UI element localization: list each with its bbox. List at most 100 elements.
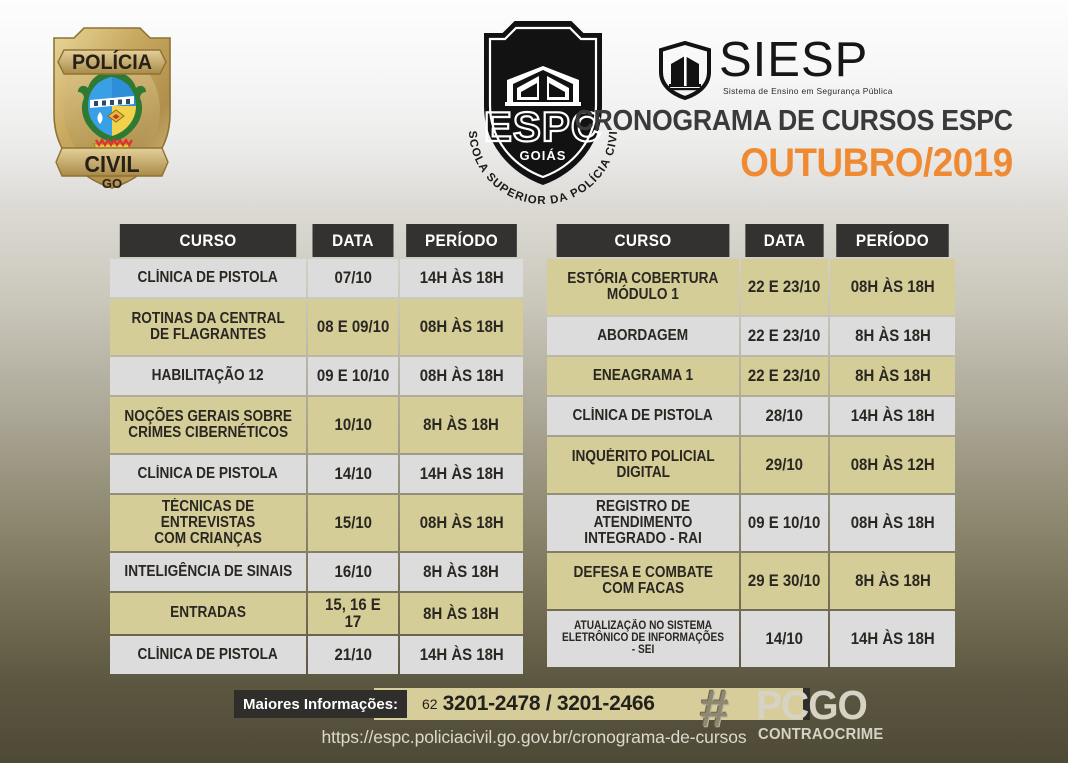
- contraocrime-tagline: CONTRAOCRIME: [758, 726, 884, 743]
- cell-period: 8H ÀS 18H: [830, 553, 955, 609]
- cell-period: 8H ÀS 18H: [830, 317, 955, 355]
- svg-text:POLÍCIA: POLÍCIA: [72, 50, 152, 74]
- cell-date: 14/10: [741, 611, 829, 667]
- cell-period: 14H ÀS 18H: [399, 635, 523, 674]
- page-title: CRONOGRAMA DE CURSOS ESPC: [574, 105, 1013, 137]
- phone-number-list: 3201-2478 / 3201-2466: [442, 692, 655, 715]
- cell-course-text: CLÍNICA DE PISTOLA: [137, 269, 279, 287]
- cell-date-text: 15, 16 E 17: [325, 595, 381, 632]
- cell-period: 14H ÀS 18H: [830, 397, 955, 435]
- cell-course-text: REGISTRO DE ATENDIMENTO INTEGRADO - RAI: [584, 498, 702, 547]
- cell-date: 09 E 10/10: [741, 495, 829, 551]
- cell-period: 08H ÀS 18H: [399, 495, 523, 551]
- cell-period-text: 08H ÀS 18H: [419, 317, 504, 337]
- cell-course: ENTRADAS: [110, 593, 307, 634]
- table-row: INTELIGÊNCIA DE SINAIS 16/10 8H ÀS 18H: [110, 553, 523, 591]
- cell-period: 14H ÀS 18H: [399, 259, 523, 297]
- siesp-tagline: Sistema de Ensino em Segurança Pública: [723, 86, 893, 96]
- contact-info-label: Maiores Informações:: [234, 690, 408, 718]
- cell-period: 08H ÀS 18H: [399, 299, 523, 355]
- cell-period-text: 08H ÀS 18H: [419, 513, 504, 533]
- table-row: CLÍNICA DE PISTOLA 21/10 14H ÀS 18H: [110, 635, 523, 674]
- column-header-curso: CURSO: [556, 224, 730, 257]
- table-row: HABILITAÇÃO 12 09 E 10/10 08H ÀS 18H: [110, 357, 523, 395]
- table-row: ABORDAGEM 22 E 23/10 8H ÀS 18H: [547, 317, 955, 355]
- cell-course: CLÍNICA DE PISTOLA: [547, 397, 740, 435]
- cell-period-text: 8H ÀS 18H: [423, 603, 500, 623]
- cell-period: 8H ÀS 18H: [399, 397, 523, 453]
- cell-course-text: ROTINAS DA CENTRAL DE FLAGRANTES: [131, 310, 285, 343]
- svg-text:CIVIL: CIVIL: [84, 151, 139, 177]
- cell-period-text: 8H ÀS 18H: [423, 562, 500, 582]
- table-row: CLÍNICA DE PISTOLA 28/10 14H ÀS 18H: [547, 397, 955, 435]
- cell-course-text: ATUALIZAÇÃO NO SISTEMA ELETRÔNICO DE INFO…: [562, 620, 724, 656]
- siesp-logo: SIESP Sistema de Ensino em Segurança Púb…: [655, 36, 1015, 100]
- contact-bar-background: [374, 688, 803, 720]
- svg-text:GO: GO: [102, 176, 122, 191]
- cell-date: 08 E 09/10: [308, 299, 398, 355]
- cell-period: 08H ÀS 18H: [399, 357, 523, 395]
- cell-course-text: ENEAGRAMA 1: [592, 367, 694, 385]
- cell-period-text: 14H ÀS 18H: [419, 464, 504, 484]
- cell-course: DEFESA E COMBATE COM FACAS: [547, 553, 740, 609]
- policia-civil-badge-icon: POLÍCIA CIVIL GO: [38, 22, 186, 192]
- cell-course-text: ENTRADAS: [170, 604, 246, 622]
- table-row: ATUALIZAÇÃO NO SISTEMA ELETRÔNICO DE INFO…: [547, 611, 955, 667]
- table-row: CLÍNICA DE PISTOLA 14/10 14H ÀS 18H: [110, 455, 523, 493]
- cell-period-text: 14H ÀS 18H: [419, 644, 504, 664]
- cell-course: INTELIGÊNCIA DE SINAIS: [110, 553, 307, 591]
- column-header-data: DATA: [312, 224, 394, 257]
- cell-period-text: 08H ÀS 12H: [850, 455, 935, 475]
- cell-date: 29/10: [741, 437, 829, 493]
- cell-course-text: INQUÉRITO POLICIAL DIGITAL: [571, 448, 715, 481]
- table-row: ROTINAS DA CENTRAL DE FLAGRANTES 08 E 09/1…: [110, 299, 523, 355]
- column-header-curso: CURSO: [119, 224, 297, 257]
- cell-date-text: 28/10: [765, 406, 804, 426]
- cell-course: ENEAGRAMA 1: [547, 357, 740, 395]
- cell-date: 14/10: [308, 455, 398, 493]
- cell-date: 10/10: [308, 397, 398, 453]
- cell-period-text: 14H ÀS 18H: [419, 268, 504, 288]
- cell-course: REGISTRO DE ATENDIMENTO INTEGRADO - RAI: [547, 495, 740, 551]
- table-row: ENTRADAS 15, 16 E 17 8H ÀS 18H: [110, 593, 523, 634]
- website-url[interactable]: https://espc.policiacivil.go.gov.br/cron…: [321, 727, 747, 747]
- schedule-table-left: CURSO DATA PERÍODO CLÍNICA DE PISTOLA 07/…: [108, 222, 525, 676]
- cell-date: 16/10: [308, 553, 398, 591]
- cell-date-text: 22 E 23/10: [748, 326, 821, 346]
- cell-period: 08H ÀS 12H: [830, 437, 955, 493]
- cell-date: 22 E 23/10: [741, 357, 829, 395]
- cell-course: CLÍNICA DE PISTOLA: [110, 635, 307, 674]
- cell-course-text: NOÇÕES GERAIS SOBRE CRIMES CIBERNÉTICOS: [124, 408, 292, 441]
- pcgo-hashtag-logo: # PCGO CONTRAOCRIME: [700, 683, 884, 745]
- cell-date-text: 14/10: [334, 464, 372, 484]
- cell-period-text: 08H ÀS 18H: [850, 277, 935, 297]
- cell-date-text: 22 E 23/10: [748, 277, 821, 297]
- cell-course-text: TÉCNICAS DE ENTREVISTAS COM CRIANÇAS: [154, 498, 262, 547]
- table-row: TÉCNICAS DE ENTREVISTAS COM CRIANÇAS 15/10…: [110, 495, 523, 551]
- phone-area-code: 62: [422, 696, 438, 712]
- cell-course: CLÍNICA DE PISTOLA: [110, 455, 307, 493]
- table-row: NOÇÕES GERAIS SOBRE CRIMES CIBERNÉTICOS 10…: [110, 397, 523, 453]
- cell-course-text: ESTÓRIA COBERTURA MÓDULO 1: [567, 270, 719, 303]
- cell-course-text: CLÍNICA DE PISTOLA: [137, 645, 279, 663]
- cell-date: 15/10: [308, 495, 398, 551]
- page-subtitle-month: OUTUBRO/2019: [740, 141, 1013, 185]
- cell-period: 08H ÀS 18H: [830, 495, 955, 551]
- espc-logo-icon: ESPC GOIÁS ESCOLA SUPERIOR DA POLÍCIA CI…: [443, 5, 639, 207]
- cell-date-text: 14/10: [765, 629, 804, 649]
- cell-course-text: CLÍNICA DE PISTOLA: [572, 407, 714, 425]
- cell-course: TÉCNICAS DE ENTREVISTAS COM CRIANÇAS: [110, 495, 307, 551]
- table-row: ENEAGRAMA 1 22 E 23/10 8H ÀS 18H: [547, 357, 955, 395]
- cell-period-text: 14H ÀS 18H: [850, 629, 935, 649]
- cell-course: INQUÉRITO POLICIAL DIGITAL: [547, 437, 740, 493]
- column-header-periodo: PERÍODO: [406, 224, 517, 257]
- cell-course-text: CLÍNICA DE PISTOLA: [137, 465, 279, 483]
- cell-date-text: 10/10: [334, 415, 372, 435]
- cell-date-text: 15/10: [334, 513, 372, 533]
- svg-text:GOIÁS: GOIÁS: [520, 148, 567, 163]
- cell-date-text: 08 E 09/10: [316, 317, 390, 337]
- cell-course: HABILITAÇÃO 12: [110, 357, 307, 395]
- table-row: DEFESA E COMBATE COM FACAS 29 E 30/10 8H ÀS…: [547, 553, 955, 609]
- cell-date: 22 E 23/10: [741, 317, 829, 355]
